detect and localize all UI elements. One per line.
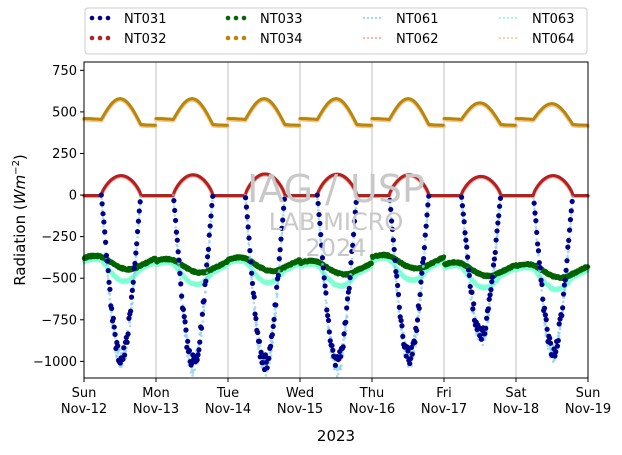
series-NT034-point <box>153 123 157 127</box>
legend: NT031 NT032 NT033 NT034 NT061 NT062 NT063 NT064 <box>84 7 588 55</box>
legend-marker <box>499 37 501 39</box>
legend-item-NT062: NT062 <box>363 32 438 47</box>
legend-label: NT064 <box>532 32 574 47</box>
legend-marker <box>225 15 231 21</box>
legend-label: NT032 <box>124 32 166 47</box>
legend-marker <box>507 37 509 39</box>
legend-marker <box>511 17 513 19</box>
legend-marker <box>233 15 239 21</box>
legend-item-NT034: NT034 <box>225 32 302 47</box>
legend-marker <box>97 35 103 41</box>
legend-label: NT034 <box>260 32 302 47</box>
legend-item-NT033: NT033 <box>225 12 302 27</box>
plot-background <box>84 62 588 378</box>
series-NT034-point <box>441 123 445 127</box>
legend-marker <box>371 37 373 39</box>
series-NT034-point <box>225 123 229 127</box>
legend-marker <box>371 17 373 19</box>
legend-marker <box>363 37 365 39</box>
series-NT034-point <box>513 123 517 127</box>
plot-area: IAG / USP LAB MICRO 2024 <box>81 61 591 379</box>
legend-marker <box>375 17 377 19</box>
legend-item-NT032: NT032 <box>89 32 166 47</box>
series-NT034-point <box>297 123 301 127</box>
legend-marker <box>511 37 513 39</box>
series-NT034-point <box>369 123 373 127</box>
legend-marker <box>89 35 95 41</box>
legend-label: NT061 <box>396 12 438 27</box>
legend-marker <box>97 15 103 21</box>
legend-marker <box>367 37 369 39</box>
legend-item-NT063: NT063 <box>499 12 574 27</box>
legend-marker <box>241 15 247 21</box>
legend-marker <box>515 37 517 39</box>
legend-marker <box>105 15 111 21</box>
legend-label: NT063 <box>532 12 574 27</box>
legend-marker <box>225 35 231 41</box>
legend-marker <box>503 37 505 39</box>
legend-item-NT064: NT064 <box>499 32 574 47</box>
legend-label: NT031 <box>124 12 166 27</box>
legend-marker <box>375 37 377 39</box>
legend-marker <box>363 17 365 19</box>
legend-marker <box>503 17 505 19</box>
legend-marker <box>105 35 111 41</box>
legend-item-NT061: NT061 <box>363 12 438 27</box>
legend-marker <box>89 15 95 21</box>
legend-marker <box>241 35 247 41</box>
legend-marker <box>379 17 381 19</box>
legend-marker <box>499 17 501 19</box>
legend-frame <box>84 7 588 55</box>
legend-marker <box>233 35 239 41</box>
legend-label: NT062 <box>396 32 438 47</box>
legend-marker <box>515 17 517 19</box>
legend-item-NT031: NT031 <box>89 12 166 27</box>
legend-marker <box>507 17 509 19</box>
legend-marker <box>367 17 369 19</box>
legend-label: NT033 <box>260 12 302 27</box>
legend-marker <box>379 37 381 39</box>
